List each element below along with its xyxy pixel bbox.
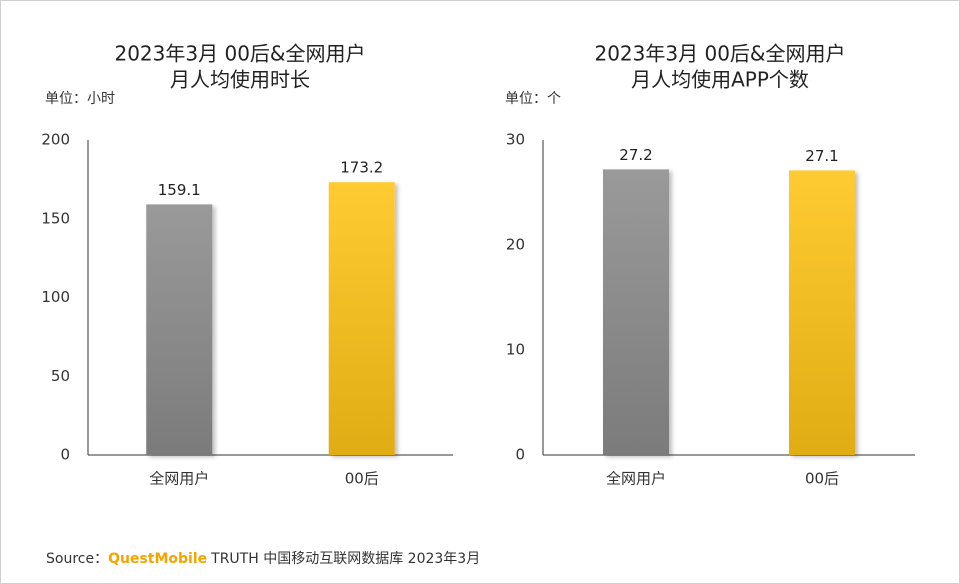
chart-title: 月人均使用APP个数 xyxy=(631,68,809,92)
bar-shade xyxy=(789,170,855,455)
data-label: 27.2 xyxy=(619,146,652,164)
x-tick-label: 00后 xyxy=(345,470,379,488)
source-text: TRUTH 中国移动互联网数据库 2023年3月 xyxy=(210,551,480,567)
chart-title: 月人均使用时长 xyxy=(170,68,310,92)
chart-title: 2023年3月 00后&全网用户 xyxy=(114,42,365,66)
source-brand: QuestMobile xyxy=(108,551,207,567)
x-tick-label: 全网用户 xyxy=(606,470,666,488)
y-tick-label: 100 xyxy=(41,288,70,306)
bar-shade xyxy=(603,169,669,455)
unit-label: 单位：个 xyxy=(505,91,561,107)
source: Source：QuestMobile TRUTH 中国移动互联网数据库 2023年… xyxy=(46,551,480,567)
y-tick-label: 200 xyxy=(41,131,70,149)
y-tick-label: 0 xyxy=(515,446,525,464)
data-label: 173.2 xyxy=(340,159,383,177)
x-tick-label: 全网用户 xyxy=(149,470,209,488)
chart-title: 2023年3月 00后&全网用户 xyxy=(594,42,845,66)
y-tick-label: 50 xyxy=(51,367,70,385)
y-tick-label: 10 xyxy=(506,341,525,359)
bar-shade xyxy=(146,204,213,455)
y-tick-label: 30 xyxy=(506,131,525,149)
x-tick-label: 00后 xyxy=(805,470,839,488)
unit-label: 单位：小时 xyxy=(45,91,115,107)
data-label: 27.1 xyxy=(805,147,838,165)
y-tick-label: 0 xyxy=(60,446,70,464)
source-label: Source： xyxy=(46,551,108,567)
bar-shade xyxy=(328,182,395,455)
y-tick-label: 150 xyxy=(41,209,70,227)
y-tick-label: 20 xyxy=(506,236,525,254)
data-label: 159.1 xyxy=(158,181,201,199)
